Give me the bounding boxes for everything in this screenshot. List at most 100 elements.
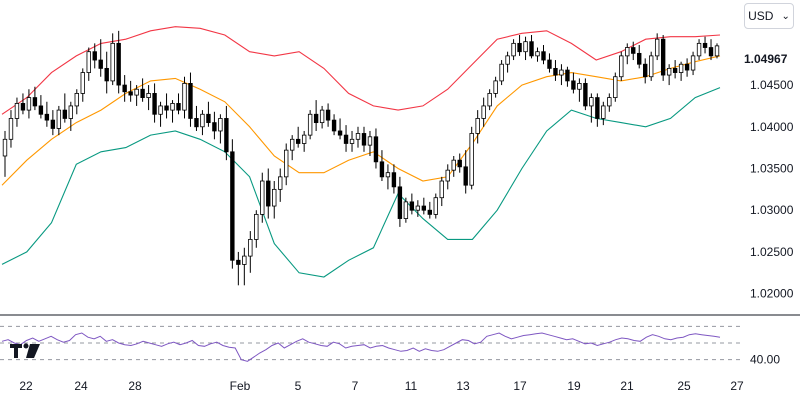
- candle: [104, 51, 109, 94]
- candle: [182, 76, 187, 119]
- candle-body: [349, 138, 355, 144]
- candle: [385, 164, 391, 190]
- candle-body: [439, 180, 444, 199]
- candle-body: [74, 93, 79, 107]
- candle-body: [475, 118, 480, 134]
- candle-body: [50, 119, 56, 129]
- candle: [637, 45, 642, 69]
- candle-body: [182, 83, 187, 111]
- candle: [493, 76, 498, 98]
- candle: [254, 210, 259, 248]
- candle-body: [313, 113, 319, 124]
- candle-body: [116, 42, 121, 86]
- candle-body: [469, 133, 474, 186]
- candle: [457, 153, 462, 173]
- candle-body: [499, 63, 504, 82]
- candle-body: [80, 72, 85, 94]
- candle: [678, 61, 684, 81]
- candle-body: [607, 97, 612, 107]
- candle: [613, 72, 618, 102]
- candle: [134, 85, 139, 106]
- candle: [559, 64, 564, 86]
- candle-body: [38, 105, 44, 115]
- candle: [583, 78, 588, 111]
- candle: [343, 125, 349, 152]
- candle-body: [565, 69, 570, 82]
- candle-body: [307, 113, 313, 136]
- candle-body: [26, 97, 32, 111]
- candle: [206, 101, 211, 127]
- candle: [547, 53, 552, 73]
- candle: [140, 78, 145, 102]
- candle-body: [62, 109, 68, 119]
- candle: [529, 35, 534, 59]
- candle-body: [379, 161, 385, 178]
- candle-body: [224, 118, 229, 153]
- candle-body: [337, 130, 343, 136]
- price-axis-label: 1.03500: [750, 162, 794, 176]
- candle: [164, 93, 169, 119]
- candle: [152, 83, 157, 123]
- candle-body: [637, 52, 642, 65]
- candle-body: [158, 105, 163, 115]
- candle: [260, 172, 265, 223]
- candle-body: [68, 105, 74, 119]
- candle-body: [176, 103, 181, 111]
- candle: [421, 197, 427, 215]
- candle-body: [200, 113, 205, 128]
- candle-body: [666, 67, 672, 76]
- candle-body: [457, 159, 462, 168]
- time-axis-label: 7: [352, 379, 359, 393]
- candle: [62, 93, 68, 123]
- candle: [44, 101, 50, 127]
- tradingview-logo-icon[interactable]: [10, 340, 44, 360]
- candle-body: [541, 51, 546, 61]
- candle-body: [547, 59, 552, 69]
- candle-body: [619, 55, 624, 78]
- candle: [481, 97, 486, 127]
- time-axis-label: 17: [513, 379, 527, 393]
- candle: [373, 128, 379, 169]
- candle: [595, 93, 600, 127]
- candle-body: [397, 186, 403, 219]
- candle-body: [32, 97, 38, 107]
- currency-selector-button[interactable]: USD ⌄: [744, 3, 794, 29]
- time-axis-label: 13: [456, 379, 470, 393]
- candle-body: [248, 239, 253, 257]
- candle: [146, 85, 151, 111]
- candle-body: [301, 134, 307, 144]
- price-axis-label: 1.03000: [750, 203, 794, 217]
- candle-body: [122, 84, 127, 93]
- candle: [577, 78, 582, 102]
- candle: [589, 93, 594, 123]
- candle: [325, 103, 331, 127]
- candle: [499, 60, 504, 86]
- candle: [631, 41, 636, 61]
- candle-body: [164, 105, 169, 111]
- candle-body: [20, 103, 26, 111]
- candle-body: [702, 42, 708, 48]
- candle: [307, 110, 313, 140]
- candle: [565, 66, 570, 87]
- candle-body: [529, 41, 534, 57]
- candle: [50, 110, 56, 136]
- candle-body: [8, 118, 14, 140]
- candle: [379, 150, 385, 182]
- candle-body: [289, 138, 295, 151]
- candle: [74, 89, 79, 115]
- bollinger-lower-line: [1, 87, 721, 278]
- candle-body: [206, 113, 211, 124]
- candle-body: [517, 42, 522, 53]
- candle-body: [493, 80, 498, 94]
- price-axis-label: 1.04500: [750, 78, 794, 92]
- candle-body: [104, 67, 109, 82]
- candle-body: [481, 105, 486, 119]
- candle: [218, 114, 223, 144]
- time-axis-label: 11: [405, 379, 418, 393]
- candle: [236, 251, 241, 286]
- candle-body: [128, 91, 133, 96]
- candle: [56, 105, 62, 136]
- candle-body: [403, 201, 409, 219]
- candle: [666, 64, 672, 86]
